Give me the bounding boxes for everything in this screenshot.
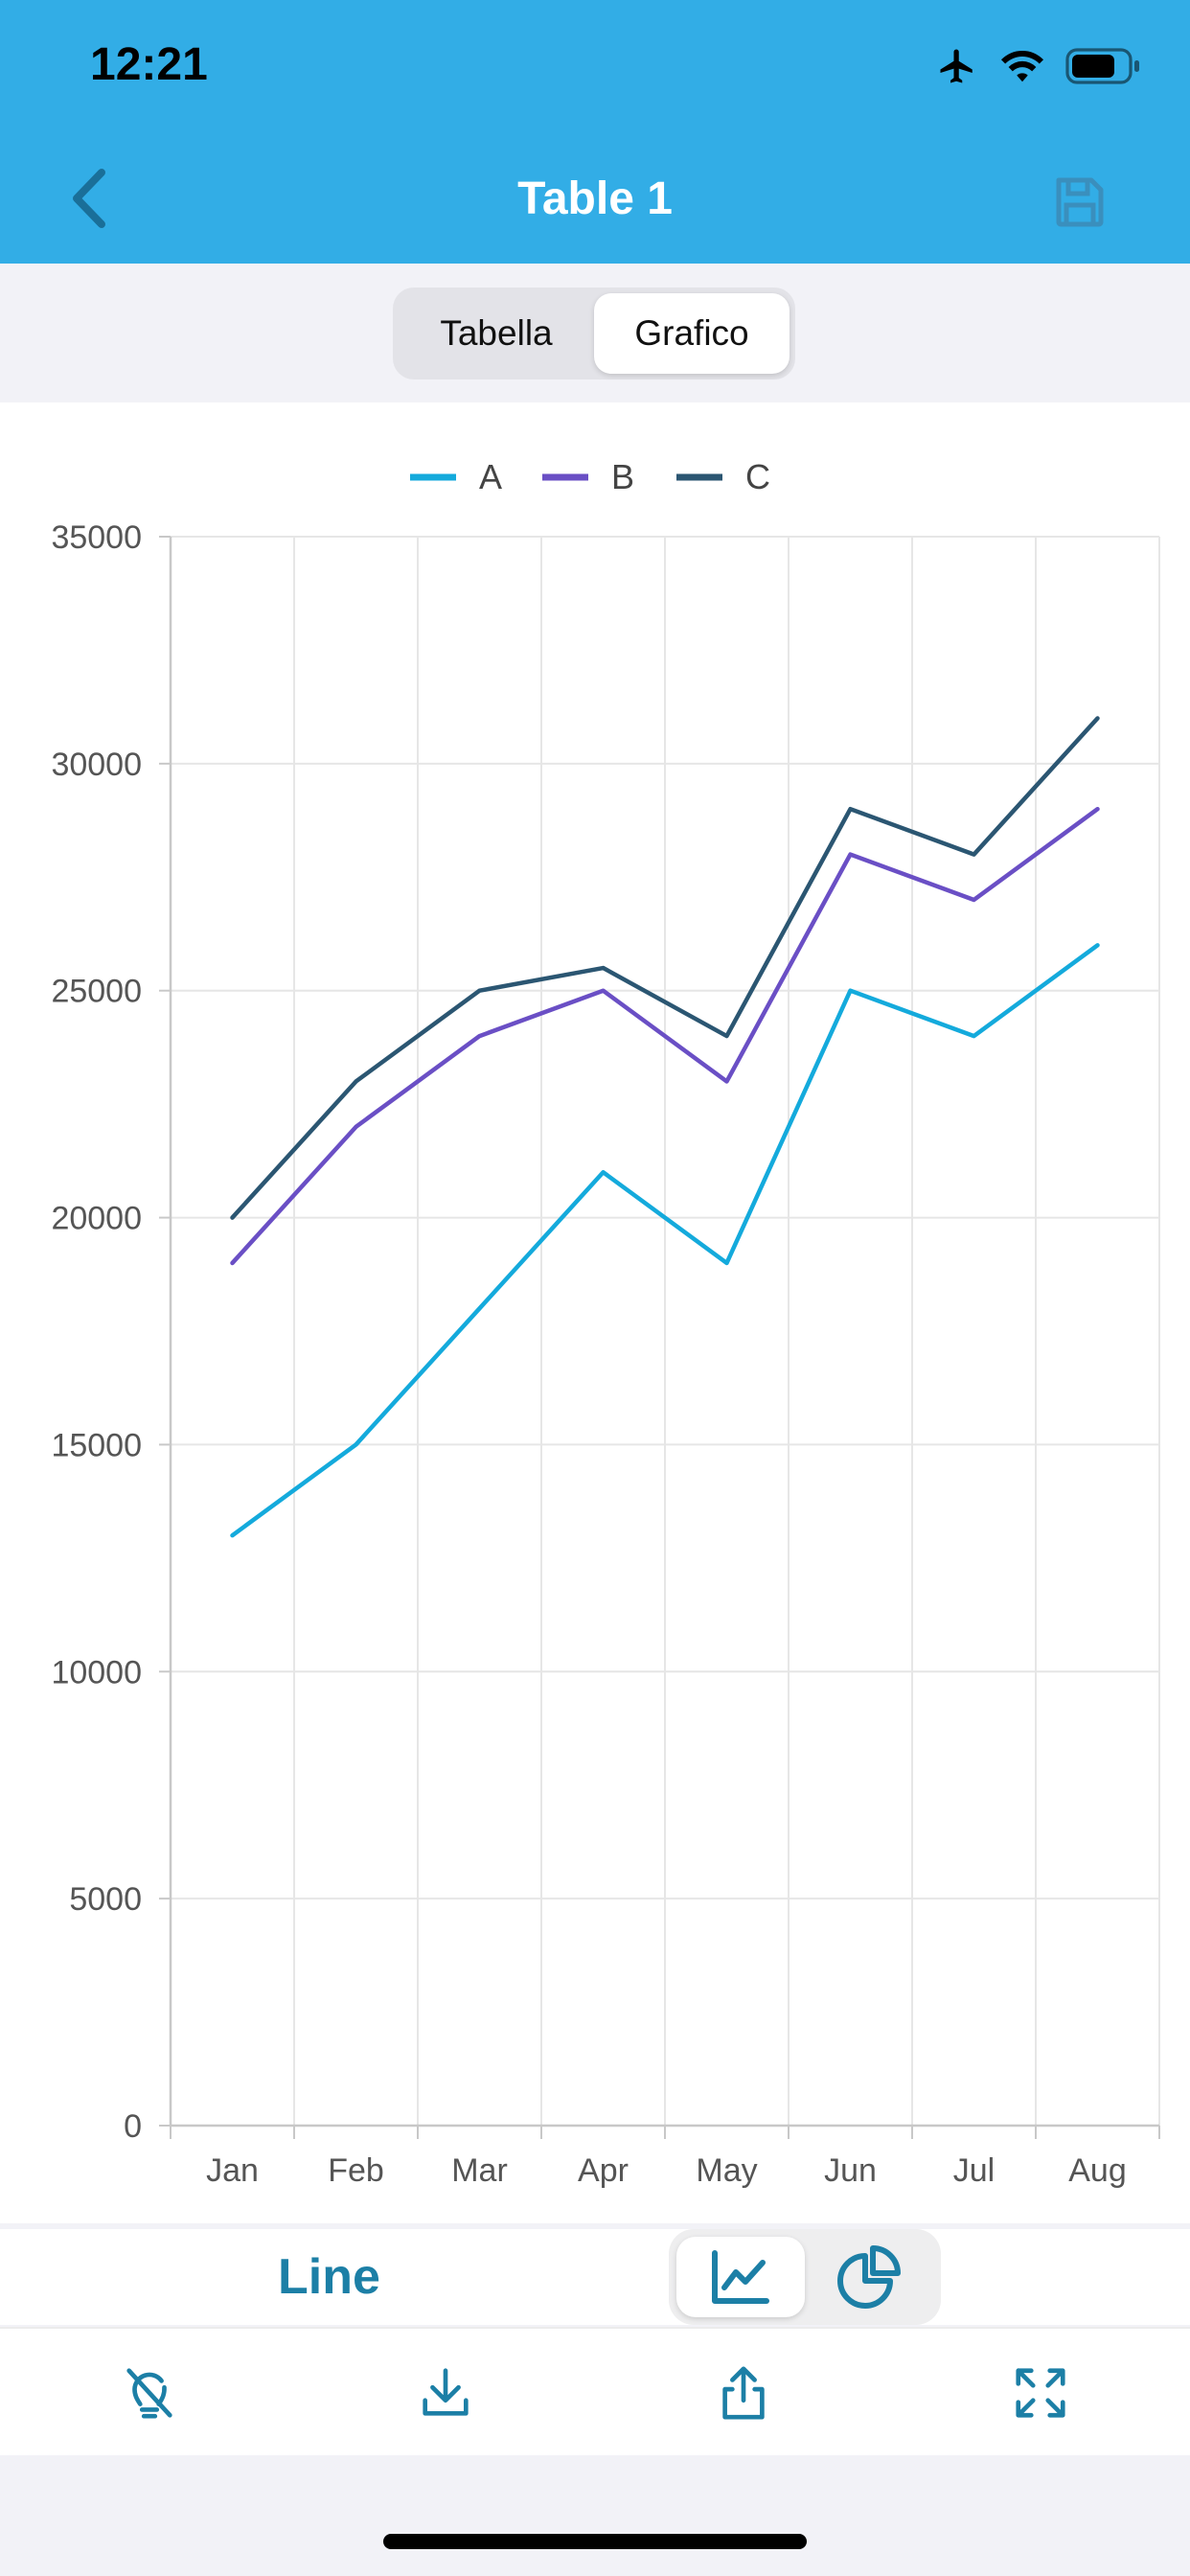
x-tick-label: Mar xyxy=(451,2152,508,2189)
status-icons xyxy=(935,46,1142,86)
pie-chart-icon xyxy=(837,2245,901,2309)
hints-toggle-button[interactable] xyxy=(116,2359,183,2426)
x-tick-label: May xyxy=(696,2152,757,2189)
battery-icon xyxy=(1065,48,1139,84)
pie-chart-button[interactable] xyxy=(805,2237,933,2317)
x-tick-label: Feb xyxy=(328,2152,384,2189)
x-tick-label: Jul xyxy=(953,2152,995,2189)
bottom-toolbar xyxy=(0,2327,1190,2455)
y-tick-label: 5000 xyxy=(69,1881,142,1918)
segment-grafico[interactable]: Grafico xyxy=(594,293,790,374)
save-button[interactable] xyxy=(1049,171,1110,232)
y-tick-label: 20000 xyxy=(51,1201,142,1237)
back-button[interactable] xyxy=(63,165,121,232)
segment-tabella[interactable]: Tabella xyxy=(440,313,553,353)
y-tick-label: 0 xyxy=(124,2108,142,2145)
view-segmented-control: Tabella Grafico xyxy=(393,288,795,380)
share-button[interactable] xyxy=(710,2359,777,2426)
wifi-icon xyxy=(1000,50,1044,82)
legend-label-b: B xyxy=(611,457,634,496)
y-tick-label: 35000 xyxy=(51,519,142,556)
chart-type-toggle xyxy=(669,2229,941,2325)
airplane-icon xyxy=(940,49,973,83)
chart-type-label: Line xyxy=(278,2249,380,2305)
line-chart: 0 5000 10000 15000 20000 25000 30000 35000 Jan Fe… xyxy=(51,457,1160,2189)
x-tick-label: Jun xyxy=(824,2152,877,2189)
fullscreen-button[interactable] xyxy=(1007,2359,1074,2426)
y-tick-label: 25000 xyxy=(51,974,142,1010)
line-chart-button[interactable] xyxy=(676,2237,805,2317)
chevron-left-icon xyxy=(73,169,105,228)
x-tick-label: Jan xyxy=(206,2152,259,2189)
share-icon xyxy=(722,2366,765,2420)
home-indicator xyxy=(383,2534,807,2549)
status-time: 12:21 xyxy=(90,39,208,90)
header: 12:21 Table 1 xyxy=(0,0,1190,264)
chart-card: 0 5000 10000 15000 20000 25000 30000 35000 Jan Fe… xyxy=(0,402,1190,2223)
y-tick-label: 30000 xyxy=(51,747,142,783)
x-tick-label: Apr xyxy=(578,2152,629,2189)
save-icon xyxy=(1056,177,1104,227)
line-chart-icon xyxy=(712,2250,769,2304)
series-line-c xyxy=(230,716,1100,1220)
x-tick-label: Aug xyxy=(1068,2152,1127,2189)
series-line-a xyxy=(230,943,1100,1538)
lightbulb-off-icon xyxy=(126,2368,172,2419)
page-title: Table 1 xyxy=(517,173,673,224)
download-button[interactable] xyxy=(412,2359,479,2426)
y-tick-label: 10000 xyxy=(51,1654,142,1690)
y-tick-label: 15000 xyxy=(51,1427,142,1463)
download-icon xyxy=(423,2368,469,2416)
expand-icon xyxy=(1016,2368,1065,2418)
legend-label-c: C xyxy=(745,457,770,496)
legend-label-a: A xyxy=(479,457,502,496)
series-line-b xyxy=(230,806,1100,1266)
chart-type-bar: Line xyxy=(0,2229,1190,2325)
